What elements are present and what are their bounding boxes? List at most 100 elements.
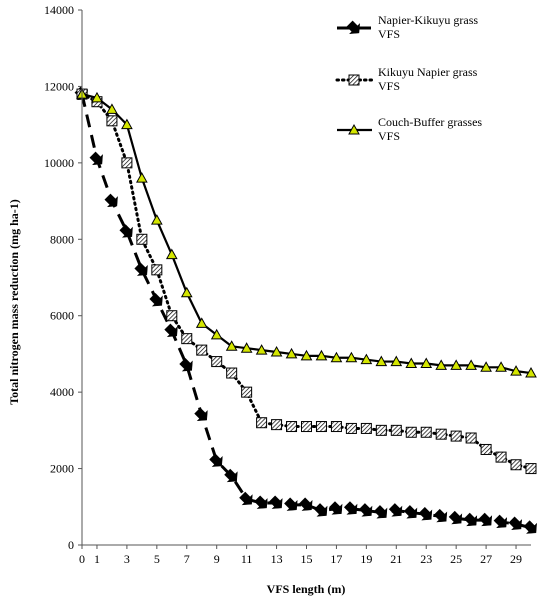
square-marker (151, 264, 163, 276)
arrow-marker (346, 20, 360, 34)
triangle-marker (405, 357, 418, 368)
square-marker (166, 310, 178, 322)
triangle-marker (195, 317, 208, 328)
square-marker (330, 421, 342, 433)
y-tick-label: 14000 (44, 3, 74, 17)
arrow-marker (104, 193, 118, 208)
triangle-marker (255, 344, 268, 355)
y-tick-label: 0 (68, 538, 74, 552)
triangle-marker (136, 172, 148, 183)
legend-label-line: VFS (378, 129, 400, 143)
square-marker (211, 356, 223, 368)
square-marker (360, 422, 372, 434)
x-tick-label: 11 (241, 552, 253, 566)
y-tick-label: 12000 (44, 79, 74, 93)
triangle-marker (330, 351, 343, 363)
arrow-marker (403, 505, 418, 519)
triangle-marker (285, 347, 298, 359)
square-marker (181, 333, 193, 345)
x-tick-label: 5 (154, 552, 160, 566)
arrow-marker (299, 497, 313, 511)
arrow-marker (508, 516, 522, 530)
square-marker (271, 419, 283, 431)
arrow-marker (269, 495, 283, 509)
triangle-marker (240, 342, 253, 353)
arrow-marker (209, 453, 223, 467)
triangle-marker (210, 328, 223, 340)
y-axis-title: Total nitrogen mass reduction (mg ha-1) (7, 199, 21, 404)
series-line (80, 93, 532, 530)
arrow-marker (329, 501, 343, 515)
triangle-marker (150, 214, 163, 225)
plot-area (74, 86, 537, 534)
x-axis-title: VFS length (m) (267, 582, 346, 596)
arrow-marker (254, 495, 268, 509)
x-tick-label: 23 (420, 552, 432, 566)
y-tick-label: 10000 (44, 156, 74, 170)
arrow-marker (284, 497, 298, 511)
triangle-marker (360, 353, 373, 365)
square-marker (405, 426, 417, 438)
square-marker (510, 459, 522, 471)
arrow-marker (418, 507, 433, 521)
triangle-marker (270, 345, 283, 357)
triangle-marker (225, 340, 238, 351)
square-marker (121, 157, 133, 169)
triangle-marker (106, 103, 118, 114)
legend-item: Napier-Kikuyu grass VFS (337, 13, 478, 41)
triangle-marker (180, 286, 193, 298)
square-marker (315, 421, 327, 433)
square-marker (420, 426, 432, 438)
arrow-marker (134, 262, 148, 276)
x-tick-label: 29 (510, 552, 522, 566)
triangle-marker (91, 91, 103, 103)
legend-label-line: Couch-Buffer grasses (378, 115, 482, 129)
triangle-marker (345, 351, 358, 363)
square-marker (196, 344, 208, 356)
series-line (81, 93, 532, 375)
square-marker (241, 386, 253, 398)
arrow-marker (523, 520, 537, 534)
arrow-marker (239, 491, 253, 506)
series-1 (74, 86, 537, 534)
triangle-marker (525, 367, 537, 378)
legend-label-line: VFS (378, 79, 400, 93)
square-marker (136, 233, 148, 245)
x-tick-label: 13 (271, 552, 283, 566)
triangle-marker (450, 359, 463, 370)
square-marker (286, 421, 298, 433)
arrow-marker (343, 501, 358, 515)
square-marker (525, 463, 537, 475)
arrow-marker (194, 407, 208, 422)
arrow-marker (493, 514, 508, 529)
square-marker (465, 432, 477, 444)
arrow-marker (448, 510, 463, 525)
y-tick-label: 2000 (50, 462, 74, 476)
square-marker (301, 421, 312, 433)
arrow-marker (164, 323, 178, 337)
series-3 (76, 88, 537, 378)
square-marker (106, 115, 118, 127)
x-tick-label: 17 (330, 552, 342, 566)
arrow-marker (179, 357, 193, 372)
y-tick-label: 4000 (50, 385, 74, 399)
triangle-marker (480, 361, 492, 372)
triangle-marker (390, 355, 403, 367)
x-tick-label: 0 (79, 552, 85, 566)
triangle-marker (510, 365, 522, 376)
square-marker (390, 424, 402, 436)
y-tick-label: 8000 (50, 232, 74, 246)
arrow-marker (358, 503, 373, 517)
x-tick-label: 25 (450, 552, 462, 566)
arrow-marker (119, 224, 133, 238)
arrow-marker (89, 151, 103, 165)
triangle-marker (300, 349, 313, 361)
x-tick-label: 27 (480, 552, 492, 566)
y-tick-label: 6000 (50, 309, 74, 323)
triangle-marker (465, 359, 477, 370)
x-tick-label: 19 (360, 552, 372, 566)
square-marker (256, 417, 268, 429)
